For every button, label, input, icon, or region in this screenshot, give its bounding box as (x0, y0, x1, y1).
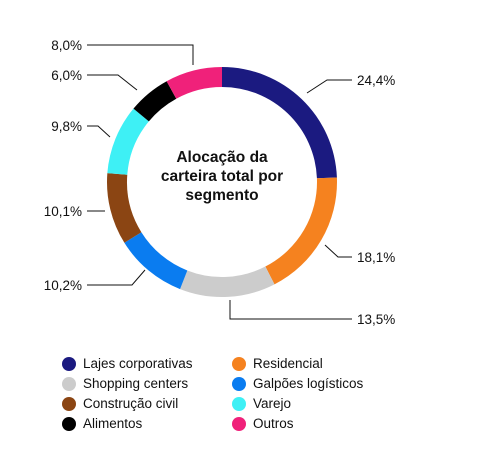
slice-residencial (265, 177, 337, 285)
data-label: 6,0% (51, 68, 82, 83)
data-label: 10,1% (44, 204, 82, 219)
data-label: 10,2% (44, 278, 82, 293)
chart-legend: Lajes corporativas Residencial Shopping ce… (62, 354, 402, 433)
legend-swatch (232, 396, 246, 411)
legend-label: Shopping centers (83, 376, 189, 391)
legend-swatch (62, 416, 76, 431)
legend-item: Shopping centers (62, 374, 232, 393)
slice-lajes-corporativas (222, 67, 337, 179)
legend-item: Galpões logísticos (232, 374, 402, 393)
slice-constru-o-civil (107, 173, 142, 243)
leader-line (87, 74, 138, 91)
data-label: 8,0% (51, 38, 82, 53)
legend-swatch (232, 356, 246, 371)
legend-item: Residencial (232, 354, 402, 373)
data-label: 24,4% (357, 73, 395, 88)
legend-label: Alimentos (83, 416, 143, 431)
legend-item: Outros (232, 414, 402, 433)
legend-label: Lajes corporativas (83, 356, 193, 371)
legend-label: Outros (253, 416, 294, 431)
leader-line (324, 244, 352, 258)
legend-swatch (232, 376, 246, 391)
legend-item: Alimentos (62, 414, 232, 433)
data-label: 13,5% (357, 312, 395, 327)
legend-swatch (232, 416, 246, 431)
legend-item: Varejo (232, 394, 402, 413)
chart-title: Alocação da carteira total por segmento (160, 149, 284, 204)
leader-line (87, 125, 111, 138)
slice-outros (166, 67, 222, 99)
slice-alimentos (133, 81, 177, 122)
legend-label: Varejo (253, 396, 292, 411)
slice-varejo (107, 108, 149, 175)
legend-label: Construção civil (83, 396, 179, 411)
legend-label: Galpões logísticos (253, 376, 364, 391)
slice-shopping-centers (180, 266, 275, 297)
leader-line (87, 44, 194, 65)
legend-item: Lajes corporativas (62, 354, 232, 373)
legend-item: Construção civil (62, 394, 232, 413)
leader-line (306, 79, 352, 94)
legend-label: Residencial (253, 356, 323, 371)
leader-line (87, 269, 146, 286)
legend-swatch (62, 356, 76, 371)
data-label: 9,8% (51, 119, 82, 134)
legend-swatch (62, 396, 76, 411)
data-label: 18,1% (357, 250, 395, 265)
slice-galp-es-log-sticos (124, 232, 188, 290)
leader-line (229, 300, 352, 320)
legend-swatch (62, 376, 76, 391)
